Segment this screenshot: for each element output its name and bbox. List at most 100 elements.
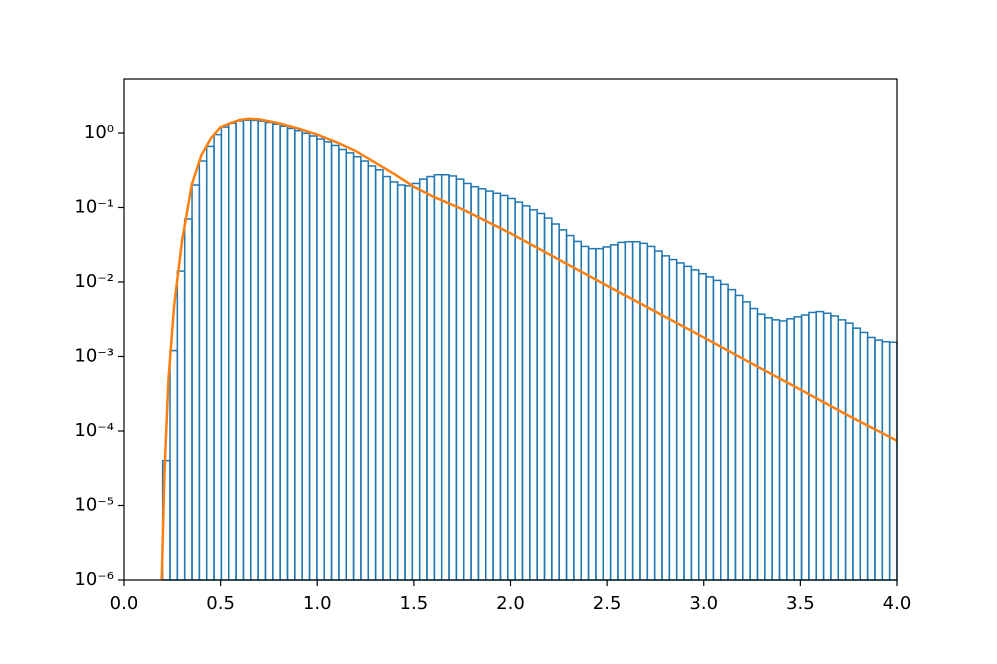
- bar: [440, 173, 450, 581]
- bar: [477, 188, 487, 581]
- y-tick-label: 10⁻¹: [74, 196, 114, 217]
- bar: [272, 123, 281, 581]
- bar: [595, 247, 605, 581]
- bar: [844, 322, 854, 581]
- bar: [661, 255, 671, 581]
- bar: [352, 155, 362, 581]
- x-tick-label: 2.0: [496, 593, 525, 614]
- bar: [712, 279, 722, 581]
- y-tick-label: 10⁻³: [74, 345, 114, 366]
- bar: [830, 315, 840, 581]
- bar: [294, 130, 303, 581]
- bar: [705, 276, 715, 581]
- x-tick-label: 2.5: [593, 593, 622, 614]
- bar: [793, 316, 803, 581]
- bar: [389, 181, 399, 581]
- bar: [727, 288, 737, 581]
- bar: [330, 144, 340, 581]
- bar: [382, 175, 392, 581]
- bar: [205, 145, 215, 581]
- bar: [587, 247, 597, 581]
- x-tick-label: 0.5: [206, 593, 235, 614]
- bar: [396, 184, 406, 581]
- x-tick-label: 4.0: [883, 593, 912, 614]
- bar: [800, 314, 810, 581]
- bar: [808, 311, 817, 581]
- bar: [492, 192, 502, 581]
- curve: [160, 117, 898, 581]
- y-tick-label: 10⁻⁴: [74, 420, 114, 441]
- bar: [653, 250, 663, 581]
- bar: [756, 313, 766, 581]
- bar: [521, 205, 531, 581]
- bar: [345, 152, 355, 581]
- bar: [690, 269, 700, 581]
- bar: [176, 270, 186, 581]
- bar: [316, 138, 325, 581]
- bar: [462, 182, 472, 581]
- bar: [433, 173, 443, 581]
- y-tick-label: 10⁻⁶: [74, 569, 114, 590]
- bar: [360, 160, 370, 581]
- bar: [191, 184, 201, 581]
- bar: [734, 294, 744, 581]
- bar: [426, 175, 436, 581]
- bar: [764, 317, 773, 581]
- bar: [631, 240, 641, 581]
- bar: [367, 165, 377, 581]
- plot-frame: [123, 78, 898, 581]
- bar: [418, 178, 428, 581]
- bar: [874, 339, 884, 581]
- bar: [742, 301, 751, 581]
- bar: [675, 262, 685, 581]
- bar: [404, 185, 414, 581]
- bar: [514, 201, 524, 581]
- x-tick-label: 1.5: [400, 593, 429, 614]
- bar: [338, 148, 347, 581]
- bar: [815, 310, 825, 581]
- bar: [323, 141, 333, 581]
- bar: [697, 272, 707, 581]
- bar: [448, 175, 458, 581]
- x-tick-label: 3.5: [786, 593, 815, 614]
- bar: [250, 119, 259, 581]
- bar: [499, 194, 509, 581]
- bar: [279, 125, 289, 581]
- bar: [683, 265, 693, 581]
- bar: [470, 185, 480, 581]
- bar: [881, 340, 891, 581]
- y-tick-label: 10⁰: [84, 122, 114, 143]
- bar: [778, 320, 788, 581]
- x-tick-label: 1.0: [303, 593, 332, 614]
- bar: [536, 212, 546, 581]
- bar: [720, 283, 729, 581]
- bar: [609, 244, 619, 581]
- bar: [852, 327, 862, 581]
- bar: [507, 197, 516, 581]
- x-tick-label: 3.0: [689, 593, 718, 614]
- bar: [624, 240, 634, 581]
- bar: [529, 209, 538, 581]
- bar: [183, 218, 193, 581]
- bar: [286, 127, 296, 581]
- bar: [558, 229, 568, 581]
- bar: [485, 190, 494, 581]
- bar: [264, 121, 274, 581]
- bar: [257, 120, 267, 581]
- bar: [551, 223, 560, 581]
- bar: [169, 349, 179, 581]
- bar: [308, 135, 318, 581]
- bar: [639, 242, 649, 581]
- bar: [786, 318, 795, 581]
- bar: [220, 126, 230, 581]
- bar: [771, 319, 781, 581]
- bar: [242, 119, 252, 581]
- x-tick-label: 0.0: [110, 593, 139, 614]
- bar: [411, 182, 421, 581]
- bar: [227, 122, 237, 581]
- bar: [866, 336, 876, 581]
- bar: [235, 120, 245, 581]
- bar: [646, 245, 656, 581]
